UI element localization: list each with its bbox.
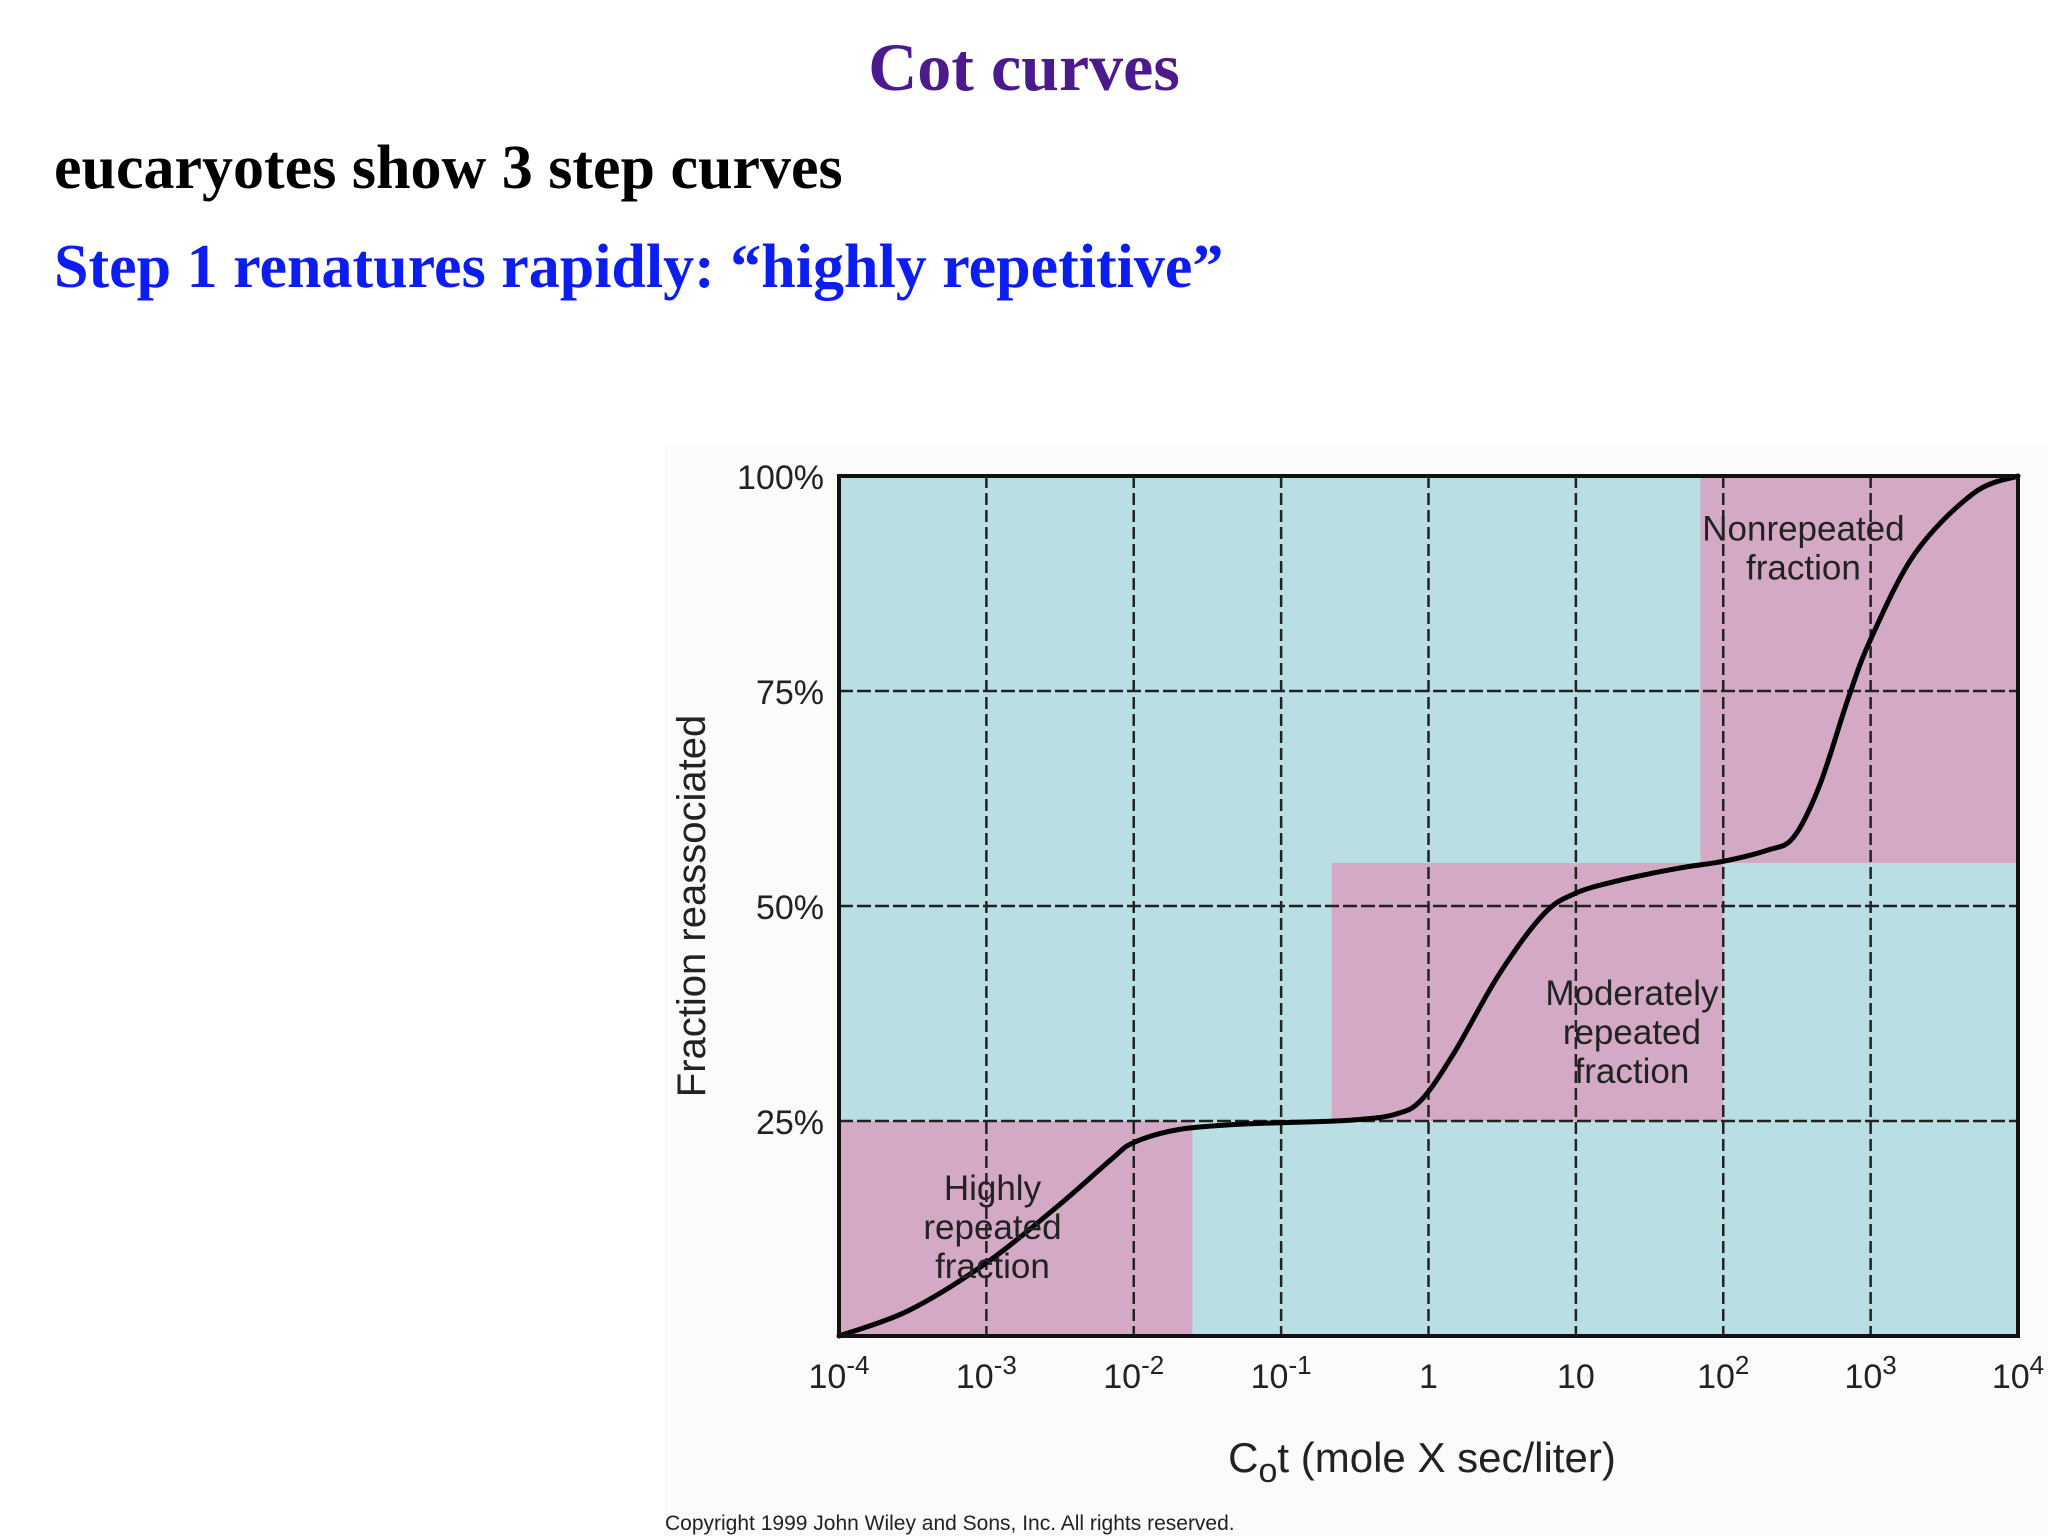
x-tick-base: 10 xyxy=(1844,1358,1882,1396)
region-label-line: fraction xyxy=(935,1247,1050,1286)
plot-frame xyxy=(837,474,2020,1338)
y-tick-label: 25% xyxy=(756,1104,824,1142)
x-tick-base: 10 xyxy=(1557,1358,1595,1396)
x-tick-base: 1 xyxy=(1419,1358,1438,1396)
copyright-notice: Copyright 1999 John Wiley and Sons, Inc.… xyxy=(665,1512,1235,1535)
bullet-line-2: Step 1 renatures rapidly: “highly repeti… xyxy=(54,233,1224,301)
x-axis-label-sub: o xyxy=(1259,1452,1278,1490)
curve-layer xyxy=(836,473,2021,1339)
x-tick-label: 104 xyxy=(1992,1350,2044,1396)
region-label-line: Nonrepeated xyxy=(1702,510,1904,549)
grid-layer xyxy=(839,476,2018,1336)
x-tick-base: 10 xyxy=(809,1358,847,1396)
y-tick-label: 75% xyxy=(756,674,824,712)
bullet-line-1: eucaryotes show 3 step curves xyxy=(54,134,843,202)
region-label-line: Moderately xyxy=(1545,974,1719,1013)
x-tick-exponent: -3 xyxy=(994,1350,1017,1380)
reassociation-curve xyxy=(836,473,2021,1339)
y-axis-label: Fraction reassociated xyxy=(670,715,714,1097)
x-tick-exponent: 3 xyxy=(1882,1350,1896,1380)
x-tick-exponent: -1 xyxy=(1288,1350,1311,1380)
x-axis-label-rest: t (mole X sec/liter) xyxy=(1277,1434,1615,1481)
x-axis-label: Cot (mole X sec/liter) xyxy=(1228,1434,1616,1490)
x-tick-label: 102 xyxy=(1697,1350,1749,1396)
x-axis-label-main: C xyxy=(1228,1434,1258,1481)
x-tick-label: 10-2 xyxy=(1103,1350,1164,1396)
x-tick-label: 10-1 xyxy=(1251,1350,1312,1396)
x-tick-base: 10 xyxy=(956,1358,994,1396)
x-tick-label: 103 xyxy=(1844,1350,1896,1396)
region-label-line: fraction xyxy=(1575,1052,1690,1091)
x-tick-base: 10 xyxy=(1103,1358,1141,1396)
x-tick-exponent: -2 xyxy=(1141,1350,1164,1380)
region-label-line: Highly xyxy=(944,1169,1042,1208)
x-tick-exponent: -4 xyxy=(846,1350,869,1380)
labels-layer: 25%50%75%100%10-4 10-3 10-2 10-1 1 10 102 103 10… xyxy=(737,459,2044,1396)
region-label-line: fraction xyxy=(1746,549,1861,588)
x-tick-base: 10 xyxy=(1992,1358,2030,1396)
x-tick-label: 1 xyxy=(1419,1358,1438,1396)
x-tick-exponent: 4 xyxy=(2030,1350,2044,1380)
x-tick-label: 10 xyxy=(1557,1358,1595,1396)
region-label-highly: Highly repeated fraction xyxy=(923,1169,1061,1286)
x-tick-label: 10-4 xyxy=(809,1350,870,1396)
x-tick-base: 10 xyxy=(1251,1358,1289,1396)
slide-title: Cot curves xyxy=(868,29,1180,105)
region-label-line: repeated xyxy=(923,1208,1061,1247)
x-tick-base: 10 xyxy=(1697,1358,1735,1396)
y-tick-label: 100% xyxy=(737,459,824,497)
region-label-nonrepeated: Nonrepeated fraction xyxy=(1702,510,1904,588)
region-label-line: repeated xyxy=(1563,1013,1701,1052)
region-label-moderately: Moderately repeated fraction xyxy=(1545,974,1719,1091)
x-tick-exponent: 2 xyxy=(1735,1350,1749,1380)
x-tick-label: 10-3 xyxy=(956,1350,1017,1396)
y-tick-label: 50% xyxy=(756,889,824,927)
